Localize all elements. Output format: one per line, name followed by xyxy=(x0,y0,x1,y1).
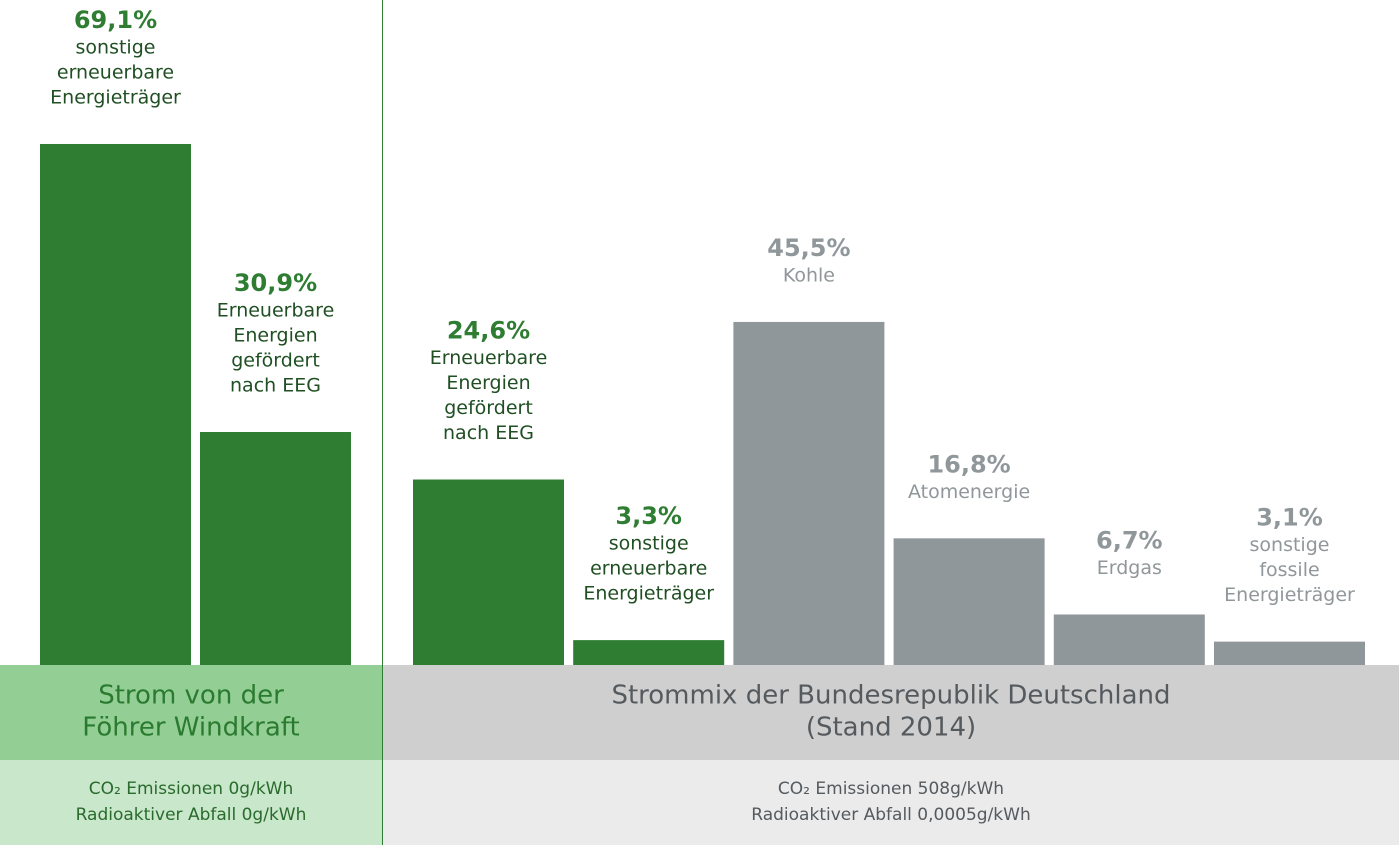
category-label: sonstige xyxy=(1250,534,1330,556)
bar xyxy=(573,640,725,665)
right-header-panel xyxy=(383,665,1399,760)
bar xyxy=(893,538,1045,665)
value-label: 24,6% xyxy=(447,317,530,345)
category-label: Energieträger xyxy=(583,583,714,605)
category-label: fossile xyxy=(1259,559,1319,581)
bar xyxy=(733,321,885,665)
value-label: 45,5% xyxy=(767,234,850,262)
category-label: nach EEG xyxy=(443,422,534,444)
value-label: 16,8% xyxy=(927,450,1010,478)
right-note-panel xyxy=(383,760,1399,845)
category-label: Energien xyxy=(233,325,317,347)
bar xyxy=(40,143,191,666)
category-label: Atomenergie xyxy=(908,481,1030,503)
value-label: 30,9% xyxy=(234,269,317,297)
category-label: sonstige xyxy=(76,36,156,58)
bar xyxy=(200,432,351,665)
category-label: Erneuerbare xyxy=(217,300,335,322)
category-label: Kohle xyxy=(783,264,835,286)
category-label: nach EEG xyxy=(230,375,321,397)
value-label: 3,3% xyxy=(615,502,682,530)
category-label: Erdgas xyxy=(1097,557,1162,579)
category-label: erneuerbare xyxy=(57,61,174,83)
bar xyxy=(413,479,564,665)
category-label: gefördert xyxy=(231,350,320,372)
panel-note: Radioaktiver Abfall 0g/kWh xyxy=(76,805,307,825)
left-header-panel xyxy=(0,665,382,760)
category-label: Energieträger xyxy=(1224,584,1355,606)
value-label: 6,7% xyxy=(1096,526,1163,554)
panel-note: Radioaktiver Abfall 0,0005g/kWh xyxy=(751,805,1030,825)
category-label: gefördert xyxy=(444,397,533,419)
category-label: Erneuerbare xyxy=(430,347,548,369)
bar xyxy=(1053,614,1205,665)
panel-note: CO₂ Emissionen 508g/kWh xyxy=(778,779,1004,799)
category-label: sonstige xyxy=(609,533,689,555)
panel-note: CO₂ Emissionen 0g/kWh xyxy=(89,779,294,799)
category-label: erneuerbare xyxy=(590,558,707,580)
category-label: Energien xyxy=(446,372,530,394)
value-label: 3,1% xyxy=(1256,504,1323,532)
left-note-panel xyxy=(0,760,382,845)
bar xyxy=(1214,641,1365,665)
panel-title: (Stand 2014) xyxy=(806,713,976,743)
panel-title: Strom von der xyxy=(98,681,284,711)
panel-title: Strommix der Bundesrepublik Deutschland xyxy=(611,681,1170,711)
category-label: Energieträger xyxy=(50,86,181,108)
value-label: 69,1% xyxy=(74,6,157,34)
panel-title: Föhrer Windkraft xyxy=(82,713,299,743)
